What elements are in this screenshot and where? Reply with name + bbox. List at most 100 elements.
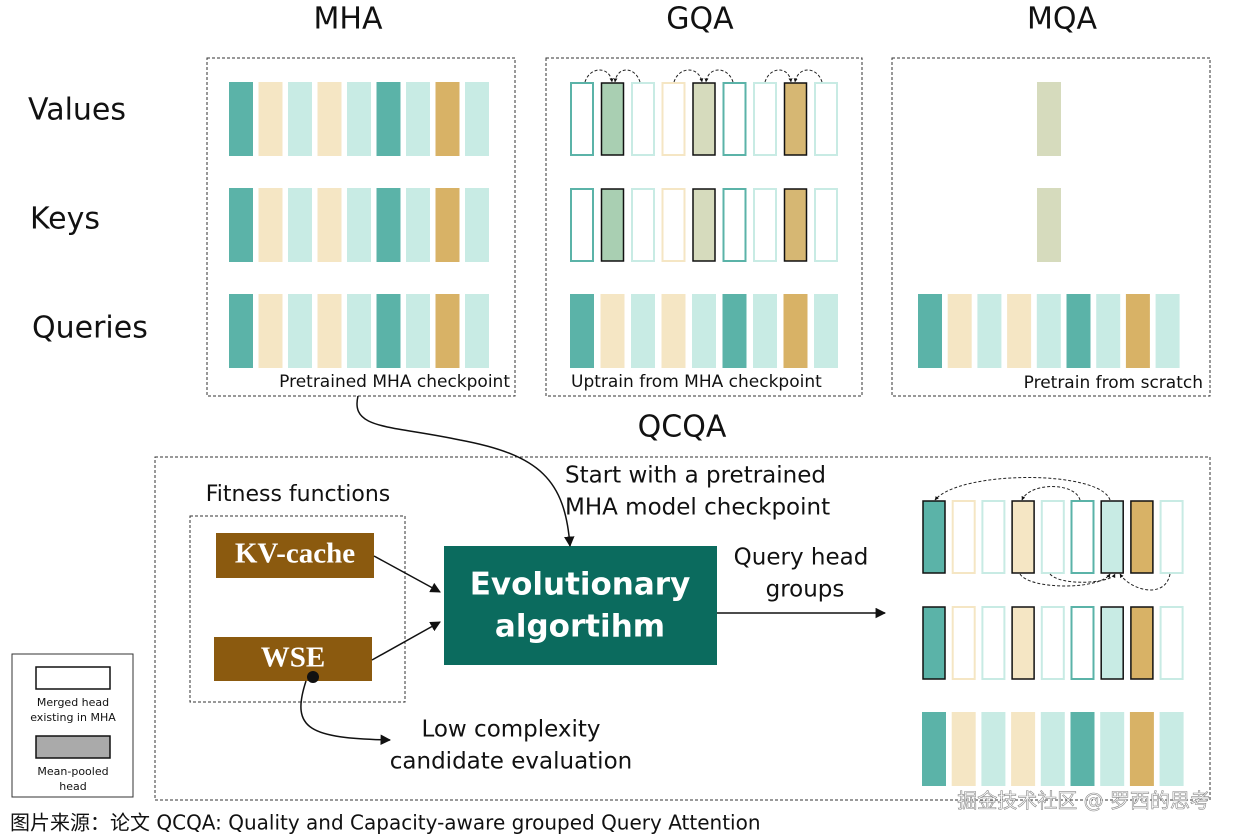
watermark: 掘金技术社区 @ 罗西的思考 bbox=[957, 789, 1210, 813]
legend-label: head bbox=[59, 780, 86, 793]
head bbox=[376, 294, 401, 368]
panel-caption: Uptrain from MHA checkpoint bbox=[571, 372, 822, 392]
head bbox=[435, 294, 460, 368]
title-mqa: MQA bbox=[1027, 2, 1097, 37]
head bbox=[376, 82, 401, 156]
head bbox=[258, 294, 283, 368]
head bbox=[722, 294, 747, 368]
head bbox=[229, 188, 253, 262]
eval-note: candidate evaluation bbox=[390, 749, 632, 775]
head bbox=[229, 82, 253, 156]
head bbox=[951, 500, 976, 574]
gqa-panel bbox=[545, 57, 863, 397]
arrow bbox=[584, 69, 614, 83]
head bbox=[753, 82, 777, 156]
head bbox=[722, 82, 747, 156]
head bbox=[317, 188, 342, 262]
head bbox=[1040, 500, 1065, 574]
qcqa-panel bbox=[154, 456, 1211, 801]
output-note: Query head bbox=[734, 545, 869, 571]
mha-panel bbox=[206, 57, 516, 397]
head bbox=[631, 82, 655, 156]
arrow bbox=[1019, 573, 1111, 587]
head bbox=[922, 606, 946, 680]
head bbox=[347, 82, 371, 156]
head bbox=[783, 294, 808, 368]
arrow bbox=[371, 621, 441, 661]
head bbox=[288, 82, 312, 156]
head bbox=[918, 294, 942, 368]
head bbox=[814, 188, 838, 262]
head bbox=[347, 188, 371, 262]
head bbox=[1011, 606, 1035, 680]
head bbox=[951, 712, 976, 786]
kv-cache-box bbox=[216, 533, 374, 578]
arrow bbox=[793, 69, 823, 83]
head bbox=[1070, 606, 1095, 680]
head bbox=[406, 294, 430, 368]
head bbox=[1040, 606, 1065, 680]
head bbox=[317, 294, 342, 368]
head bbox=[661, 188, 686, 262]
title-qcqa: QCQA bbox=[638, 410, 727, 445]
head bbox=[922, 712, 946, 786]
wse-label: WSE bbox=[261, 642, 325, 674]
caption: 图片来源：论文 QCQA: Quality and Capacity-aware… bbox=[10, 811, 761, 835]
head bbox=[600, 294, 625, 368]
head bbox=[783, 188, 808, 262]
head bbox=[1007, 294, 1032, 368]
head bbox=[661, 82, 686, 156]
legend-label: Mean-pooled bbox=[37, 765, 108, 778]
head bbox=[1070, 500, 1095, 574]
arrow bbox=[356, 395, 575, 548]
arrow bbox=[300, 680, 392, 746]
arrow bbox=[764, 69, 793, 83]
legend-swatch bbox=[35, 666, 111, 690]
title-gqa: GQA bbox=[666, 2, 734, 37]
head bbox=[977, 294, 1002, 368]
arrow bbox=[704, 69, 734, 83]
mqa-panel bbox=[891, 57, 1211, 397]
head bbox=[1159, 500, 1184, 574]
head bbox=[465, 294, 489, 368]
fitness-title: Fitness functions bbox=[206, 482, 391, 507]
arrow bbox=[1119, 573, 1171, 591]
row-label: Values bbox=[28, 93, 126, 128]
dot bbox=[307, 671, 319, 683]
head bbox=[570, 188, 594, 262]
head bbox=[229, 294, 253, 368]
kv-cache-label: KV-cache bbox=[235, 538, 355, 570]
legend-label: Merged head bbox=[37, 696, 109, 709]
head bbox=[1070, 712, 1095, 786]
head bbox=[570, 82, 594, 156]
fitness-box bbox=[189, 515, 406, 703]
head bbox=[783, 82, 808, 156]
head bbox=[347, 294, 371, 368]
panel-caption: Pretrain from scratch bbox=[1024, 373, 1203, 393]
head bbox=[981, 500, 1006, 574]
start-note: Start with a pretrained bbox=[565, 463, 826, 489]
head bbox=[465, 82, 489, 156]
head bbox=[1129, 712, 1154, 786]
arrow bbox=[1021, 486, 1081, 501]
head bbox=[1011, 500, 1035, 574]
head bbox=[1100, 712, 1125, 786]
output-note: groups bbox=[766, 577, 845, 603]
head bbox=[1155, 294, 1180, 368]
head bbox=[406, 188, 430, 262]
head bbox=[692, 82, 716, 156]
head bbox=[435, 82, 460, 156]
head bbox=[1036, 294, 1061, 368]
head bbox=[692, 188, 716, 262]
head bbox=[1130, 500, 1154, 574]
head bbox=[1096, 294, 1121, 368]
head bbox=[1040, 712, 1065, 786]
head bbox=[814, 294, 838, 368]
start-note: MHA model checkpoint bbox=[565, 495, 830, 521]
head bbox=[288, 294, 312, 368]
wse-box bbox=[214, 637, 372, 681]
head bbox=[814, 82, 838, 156]
algorithm-box bbox=[444, 546, 717, 665]
head bbox=[317, 82, 342, 156]
